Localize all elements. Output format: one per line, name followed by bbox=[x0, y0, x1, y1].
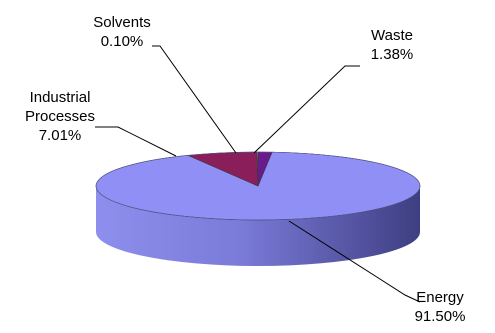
label-value-solvents: 0.10% bbox=[101, 33, 144, 50]
leader-line-energy bbox=[288, 220, 421, 303]
label-waste: Waste 1.38% bbox=[371, 27, 414, 63]
label-name-industrial-processes: Processes bbox=[25, 108, 95, 125]
label-value-waste: 1.38% bbox=[371, 46, 414, 63]
leader-line-solvents bbox=[152, 45, 237, 154]
label-name-energy: Energy bbox=[416, 289, 464, 306]
label-solvents: Solvents 0.10% bbox=[93, 14, 151, 50]
label-value-energy: 91.50% bbox=[415, 308, 466, 325]
leader-line-industrial-processes bbox=[95, 126, 177, 157]
pie-side-wall bbox=[96, 186, 420, 266]
label-name-waste: Waste bbox=[371, 27, 413, 44]
label-industrial-processes: Industrial Processes 7.01% bbox=[25, 89, 95, 144]
label-name-industrial-processes: Industrial bbox=[30, 89, 91, 106]
label-name-solvents: Solvents bbox=[93, 14, 151, 31]
label-energy: Energy 91.50% bbox=[415, 289, 466, 325]
label-value-industrial-processes: 7.01% bbox=[39, 127, 82, 144]
leader-line-waste bbox=[253, 65, 360, 154]
pie-rim bbox=[95, 151, 421, 221]
